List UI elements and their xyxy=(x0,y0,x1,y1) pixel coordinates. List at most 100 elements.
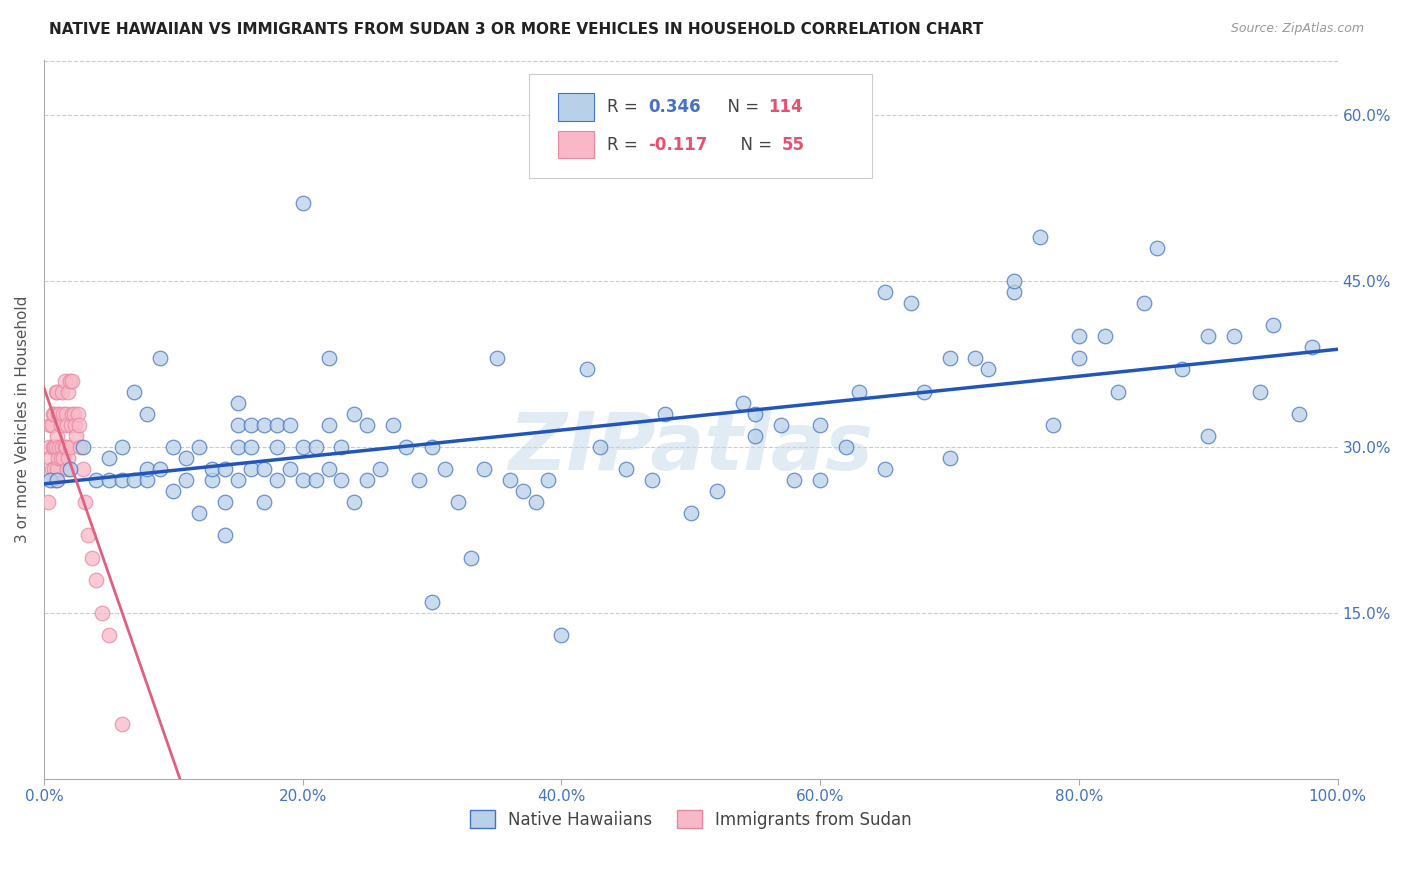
Point xyxy=(53,440,76,454)
Point xyxy=(460,550,482,565)
Point xyxy=(253,417,276,432)
Point xyxy=(641,473,664,487)
Point xyxy=(65,429,87,443)
Point xyxy=(44,440,66,454)
Point xyxy=(44,384,66,399)
Point xyxy=(1301,340,1323,354)
Point xyxy=(965,351,987,366)
Point xyxy=(783,473,806,487)
Point xyxy=(55,407,77,421)
Point xyxy=(318,462,340,476)
Point xyxy=(52,407,75,421)
Text: Source: ZipAtlas.com: Source: ZipAtlas.com xyxy=(1230,22,1364,36)
Point xyxy=(731,395,754,409)
Point xyxy=(512,484,534,499)
Point xyxy=(1197,329,1219,343)
Text: R =: R = xyxy=(606,136,643,153)
Point xyxy=(124,473,146,487)
Point xyxy=(110,716,132,731)
Point xyxy=(1094,329,1116,343)
Point xyxy=(214,495,236,509)
Point xyxy=(239,417,262,432)
Point xyxy=(188,440,211,454)
Point xyxy=(343,495,366,509)
Point xyxy=(201,473,224,487)
Point xyxy=(1197,429,1219,443)
Point xyxy=(136,473,159,487)
Point xyxy=(576,362,599,376)
Point xyxy=(873,462,896,476)
Point xyxy=(550,628,572,642)
Point xyxy=(239,462,262,476)
Point xyxy=(253,462,276,476)
Point xyxy=(1249,384,1271,399)
Point xyxy=(744,407,766,421)
Point xyxy=(39,473,62,487)
Point xyxy=(356,473,378,487)
Point xyxy=(49,450,72,465)
Point xyxy=(214,462,236,476)
Point xyxy=(524,495,547,509)
Text: R =: R = xyxy=(606,98,643,116)
Point xyxy=(382,417,405,432)
Point xyxy=(59,462,82,476)
Point xyxy=(318,351,340,366)
Point xyxy=(537,473,560,487)
Point xyxy=(485,351,508,366)
Point xyxy=(291,196,314,211)
Point xyxy=(226,395,249,409)
Point xyxy=(124,384,146,399)
Point xyxy=(49,417,72,432)
Point xyxy=(44,473,66,487)
Point xyxy=(395,440,418,454)
Point xyxy=(48,440,70,454)
Point xyxy=(977,362,1000,376)
Point xyxy=(136,462,159,476)
Point xyxy=(110,440,132,454)
Point xyxy=(53,374,76,388)
Point xyxy=(1029,229,1052,244)
Point xyxy=(654,407,676,421)
Point xyxy=(44,462,66,476)
Point xyxy=(291,440,314,454)
Point xyxy=(1107,384,1129,399)
Text: N =: N = xyxy=(717,98,763,116)
Point xyxy=(1042,417,1064,432)
Point xyxy=(72,440,94,454)
Point xyxy=(91,606,114,620)
Point xyxy=(1223,329,1246,343)
Text: 114: 114 xyxy=(769,98,803,116)
Point xyxy=(58,384,80,399)
Point xyxy=(614,462,637,476)
Point xyxy=(835,440,858,454)
Point xyxy=(69,440,91,454)
Point xyxy=(42,407,65,421)
Point xyxy=(304,440,326,454)
Point xyxy=(174,450,197,465)
Point xyxy=(201,462,224,476)
Point xyxy=(278,462,301,476)
Point xyxy=(56,417,79,432)
Point xyxy=(39,417,62,432)
Point xyxy=(97,450,120,465)
Point xyxy=(45,384,67,399)
Point xyxy=(900,296,922,310)
Point xyxy=(84,473,107,487)
Text: 0.346: 0.346 xyxy=(648,98,700,116)
Text: ZIPatlas: ZIPatlas xyxy=(508,409,873,487)
Point xyxy=(304,473,326,487)
Point xyxy=(848,384,870,399)
Point xyxy=(1146,241,1168,255)
Point xyxy=(60,374,83,388)
FancyBboxPatch shape xyxy=(529,74,872,178)
Point xyxy=(1067,329,1090,343)
Point xyxy=(110,473,132,487)
Point xyxy=(39,450,62,465)
Point xyxy=(589,440,612,454)
Point xyxy=(41,417,63,432)
Point xyxy=(46,407,69,421)
Point xyxy=(706,484,728,499)
Point xyxy=(41,462,63,476)
FancyBboxPatch shape xyxy=(558,131,593,158)
Point xyxy=(433,462,456,476)
